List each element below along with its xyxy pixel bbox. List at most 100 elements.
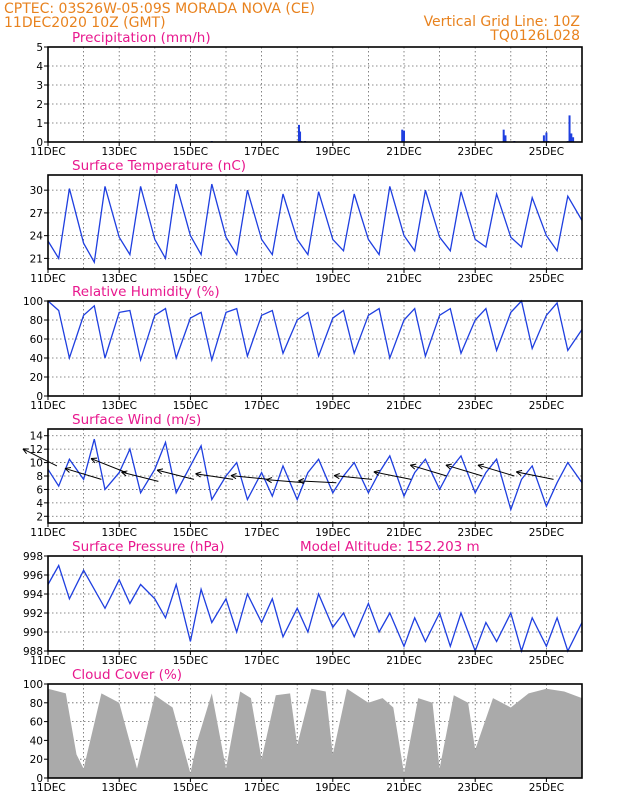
y-tick-label: 14	[30, 431, 44, 443]
x-tick-label: 21DEC	[386, 655, 421, 667]
y-tick-label: 10	[30, 458, 43, 470]
wind-vector	[195, 471, 234, 480]
wind-vector-head	[373, 469, 380, 476]
wind-vector-shaft	[195, 473, 234, 480]
wind-vector	[477, 463, 515, 477]
x-tick-label: 11DEC	[30, 273, 65, 285]
y-tick-label: 5	[36, 42, 43, 54]
panel-frame	[47, 46, 583, 143]
wind-vector-shaft	[516, 471, 554, 480]
x-tick-label: 17DEC	[244, 527, 279, 539]
y-tick-label: 27	[30, 208, 43, 220]
panel-title: Surface Pressure (hPa)	[72, 539, 225, 555]
wind-vector	[409, 463, 447, 477]
x-tick-label: 11DEC	[30, 146, 65, 158]
wind-vector-head	[298, 478, 305, 485]
series-line	[47, 299, 583, 363]
y-tick-label: 6	[36, 484, 43, 496]
wind-vector-head	[409, 463, 417, 470]
x-tick-label: 17DEC	[244, 400, 279, 412]
precip-bar	[568, 115, 571, 142]
wind-vector	[298, 478, 337, 485]
x-tick-label: 25DEC	[529, 400, 564, 412]
x-tick-label: 15DEC	[173, 273, 208, 285]
x-tick-label: 23DEC	[457, 146, 492, 158]
wind-vector	[64, 466, 102, 480]
precip-bar	[297, 124, 300, 142]
x-tick-label: 11DEC	[30, 527, 65, 539]
panel-3: 0 20 40 60 80 100 11DEC 13DEC 15DEC 17DEC 19DEC 21D…	[23, 284, 583, 412]
x-tick-label: 15DEC	[173, 655, 208, 667]
y-tick-label: 1	[36, 118, 43, 130]
wind-vector-head	[333, 473, 340, 480]
y-tick-label: 100	[23, 296, 43, 308]
wind-vector-shaft	[121, 471, 159, 482]
x-tick-label: 13DEC	[101, 782, 136, 794]
precip-bar	[570, 133, 573, 142]
panel-title: Surface Wind (m/s)	[72, 412, 201, 428]
x-tick-label: 19DEC	[315, 527, 350, 539]
x-tick-label: 23DEC	[457, 400, 492, 412]
header-grid-line: Vertical Grid Line: 10Z	[424, 14, 580, 30]
wind-vector-shaft	[230, 475, 269, 480]
x-tick-label: 13DEC	[101, 527, 136, 539]
x-tick-label: 19DEC	[315, 400, 350, 412]
precip-bar	[299, 131, 302, 142]
x-tick-label: 15DEC	[173, 146, 208, 158]
y-tick-label: 80	[30, 315, 43, 327]
wind-vector-shaft	[64, 467, 102, 480]
x-tick-label: 23DEC	[457, 655, 492, 667]
y-tick-label: 60	[30, 717, 43, 729]
y-tick-label: 60	[30, 334, 43, 346]
x-tick-label: 19DEC	[315, 146, 350, 158]
wind-vector	[333, 473, 373, 480]
x-tick-label: 25DEC	[529, 273, 564, 285]
wind-vector	[156, 468, 195, 480]
wind-vector-head	[121, 470, 128, 477]
x-tick-label: 17DEC	[244, 146, 279, 158]
header-model: TQ0126L028	[489, 28, 580, 44]
y-tick-label: 0	[36, 391, 43, 403]
y-tick-label: 24	[30, 231, 44, 243]
wind-vector-shaft	[156, 469, 195, 480]
wind-vector-head	[230, 473, 237, 480]
cloud-cover-area	[48, 688, 582, 778]
y-tick-label: 2	[36, 511, 43, 523]
wind-vector-shaft	[373, 471, 412, 480]
y-tick-label: 30	[30, 185, 43, 197]
precip-bar	[502, 129, 505, 142]
x-tick-label: 21DEC	[386, 782, 421, 794]
y-tick-label: 0	[36, 137, 43, 149]
panel-annotation: Model Altitude: 152.203 m	[300, 539, 480, 555]
x-tick-label: 13DEC	[101, 146, 136, 158]
panel-5: 988 990 992 994 996 998 11DEC 13DEC 15DEC 17DEC 19…	[23, 539, 583, 667]
header-date: 11DEC2020 10Z (GMT)	[4, 15, 166, 31]
wind-vector-shaft	[334, 475, 373, 480]
y-tick-label: 4	[36, 498, 43, 510]
x-tick-label: 25DEC	[529, 782, 564, 794]
precip-bar	[542, 135, 545, 142]
wind-vector-shaft	[22, 448, 58, 467]
y-tick-label: 12	[30, 444, 43, 456]
wind-vector	[515, 469, 554, 480]
panel-frame	[47, 174, 583, 270]
x-tick-label: 17DEC	[244, 782, 279, 794]
wind-vector-head	[195, 471, 202, 478]
y-tick-label: 20	[30, 754, 43, 766]
y-tick-label: 988	[23, 646, 43, 658]
panel-2: 21 24 27 30 11DEC 13DEC 15DEC 17DEC 19DEC 21DEC 23…	[30, 158, 583, 285]
wind-vector-head	[445, 463, 452, 470]
y-tick-label: 20	[30, 372, 43, 384]
x-tick-label: 13DEC	[101, 273, 136, 285]
panel-frame	[47, 300, 583, 397]
x-tick-label: 15DEC	[173, 527, 208, 539]
x-tick-label: 21DEC	[386, 527, 421, 539]
panel-frame	[47, 555, 583, 652]
y-tick-label: 992	[23, 608, 43, 620]
wind-vector	[373, 469, 412, 480]
x-tick-label: 15DEC	[173, 400, 208, 412]
y-tick-label: 8	[36, 471, 43, 483]
x-tick-label: 23DEC	[457, 527, 492, 539]
